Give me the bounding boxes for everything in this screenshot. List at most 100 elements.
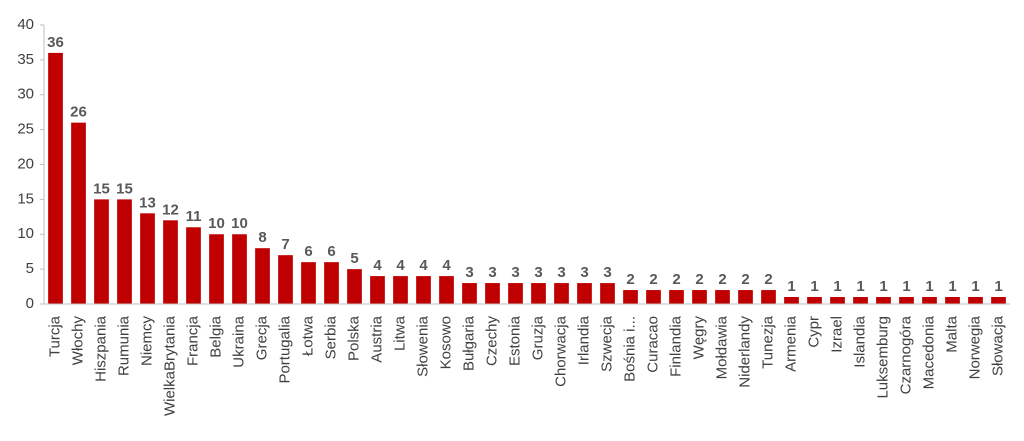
x-tick-label: Norwegia — [966, 315, 983, 379]
value-label: 12 — [162, 201, 179, 218]
x-tick-label: Austria — [368, 315, 385, 362]
y-tick-label: 40 — [17, 16, 34, 33]
bar — [324, 262, 339, 304]
bar — [692, 290, 707, 304]
value-label: 2 — [649, 271, 657, 288]
bar — [554, 283, 569, 304]
bar — [140, 213, 155, 304]
y-tick-label: 25 — [17, 121, 34, 138]
x-tick-label: Mołdawia — [713, 315, 730, 379]
y-tick-label: 30 — [17, 86, 34, 103]
x-tick-label: Węgry — [690, 316, 707, 360]
y-tick-label: 20 — [17, 155, 34, 172]
x-tick-label: Belgia — [207, 315, 224, 357]
value-label: 4 — [442, 257, 451, 274]
bar — [807, 297, 822, 304]
x-tick-label: Niderlandy — [736, 316, 753, 388]
bar — [209, 234, 224, 304]
x-tick-label: Gruzja — [529, 315, 546, 360]
value-label: 2 — [672, 271, 680, 288]
bar — [186, 227, 201, 304]
y-tick-label: 35 — [17, 51, 34, 68]
bar — [784, 297, 799, 304]
value-label: 1 — [902, 278, 910, 295]
x-tick-label: Szwecja — [598, 315, 615, 372]
x-tick-label: Irlandia — [575, 315, 592, 365]
value-label: 1 — [810, 278, 818, 295]
value-label: 4 — [373, 257, 382, 274]
x-tick-label: Grecja — [253, 315, 270, 360]
value-label: 3 — [557, 264, 565, 281]
value-label: 2 — [741, 271, 749, 288]
bar — [646, 290, 661, 304]
x-tick-label: Włochy — [69, 316, 86, 366]
bar — [508, 283, 523, 304]
x-tick-label: Turcja — [46, 315, 63, 357]
x-tick-label: Armenia — [782, 315, 799, 372]
bar — [94, 199, 109, 304]
x-tick-label: Słowacja — [989, 315, 1006, 376]
bar — [761, 290, 776, 304]
value-label: 1 — [994, 278, 1002, 295]
bar — [163, 220, 178, 304]
value-label: 1 — [856, 278, 864, 295]
bar — [439, 276, 454, 304]
value-label: 26 — [70, 104, 87, 121]
bar — [715, 290, 730, 304]
value-label: 1 — [971, 278, 979, 295]
y-tick-label: 15 — [17, 190, 34, 207]
value-label: 1 — [948, 278, 956, 295]
x-tick-label: Curacao — [644, 316, 661, 373]
x-tick-label: Ukraina — [230, 315, 247, 367]
bar — [830, 297, 845, 304]
bar — [899, 297, 914, 304]
value-label: 15 — [93, 180, 110, 197]
value-label: 10 — [208, 215, 225, 232]
x-tick-label: Czarnogóra — [897, 315, 914, 394]
bar — [117, 199, 132, 304]
x-tick-label: Litwa — [391, 315, 408, 351]
bar — [278, 255, 293, 304]
x-tick-label: Estonia — [506, 315, 523, 366]
value-label: 1 — [787, 278, 795, 295]
bar — [669, 290, 684, 304]
bar — [48, 52, 63, 305]
value-label: 5 — [350, 250, 358, 267]
bar — [71, 122, 86, 305]
value-label: 13 — [139, 194, 156, 211]
x-tick-label: Niemcy — [138, 316, 155, 367]
value-label: 4 — [419, 257, 428, 274]
bar — [922, 297, 937, 304]
y-tick-label: 5 — [26, 260, 34, 277]
bar — [623, 290, 638, 304]
x-tick-label: Finlandia — [667, 315, 684, 377]
value-label: 7 — [281, 236, 289, 253]
x-tick-label: Izrael — [828, 316, 845, 353]
x-tick-label: Hiszpania — [92, 315, 109, 382]
y-tick-label: 10 — [17, 225, 34, 242]
bar — [416, 276, 431, 304]
x-tick-label: WielkaBrytania — [161, 315, 178, 416]
bar — [876, 297, 891, 304]
value-label: 1 — [925, 278, 933, 295]
bar — [577, 283, 592, 304]
x-tick-label: Malta — [943, 315, 960, 352]
value-label: 11 — [186, 208, 202, 225]
x-tick-label: Portugalia — [276, 315, 293, 383]
value-label: 6 — [304, 243, 312, 260]
bar — [255, 248, 270, 304]
x-tick-label: Rumunia — [115, 315, 132, 376]
bar — [968, 297, 983, 304]
value-label: 8 — [258, 229, 266, 246]
bar — [853, 297, 868, 304]
value-label: 1 — [879, 278, 887, 295]
x-tick-label: Tunezja — [759, 315, 776, 368]
x-tick-label: Islandia — [851, 315, 868, 367]
x-tick-label: Kosowo — [437, 316, 454, 369]
value-label: 3 — [511, 264, 519, 281]
value-label: 2 — [718, 271, 726, 288]
value-label: 4 — [396, 257, 405, 274]
y-tick-label: 0 — [26, 295, 34, 312]
bar — [347, 269, 362, 304]
